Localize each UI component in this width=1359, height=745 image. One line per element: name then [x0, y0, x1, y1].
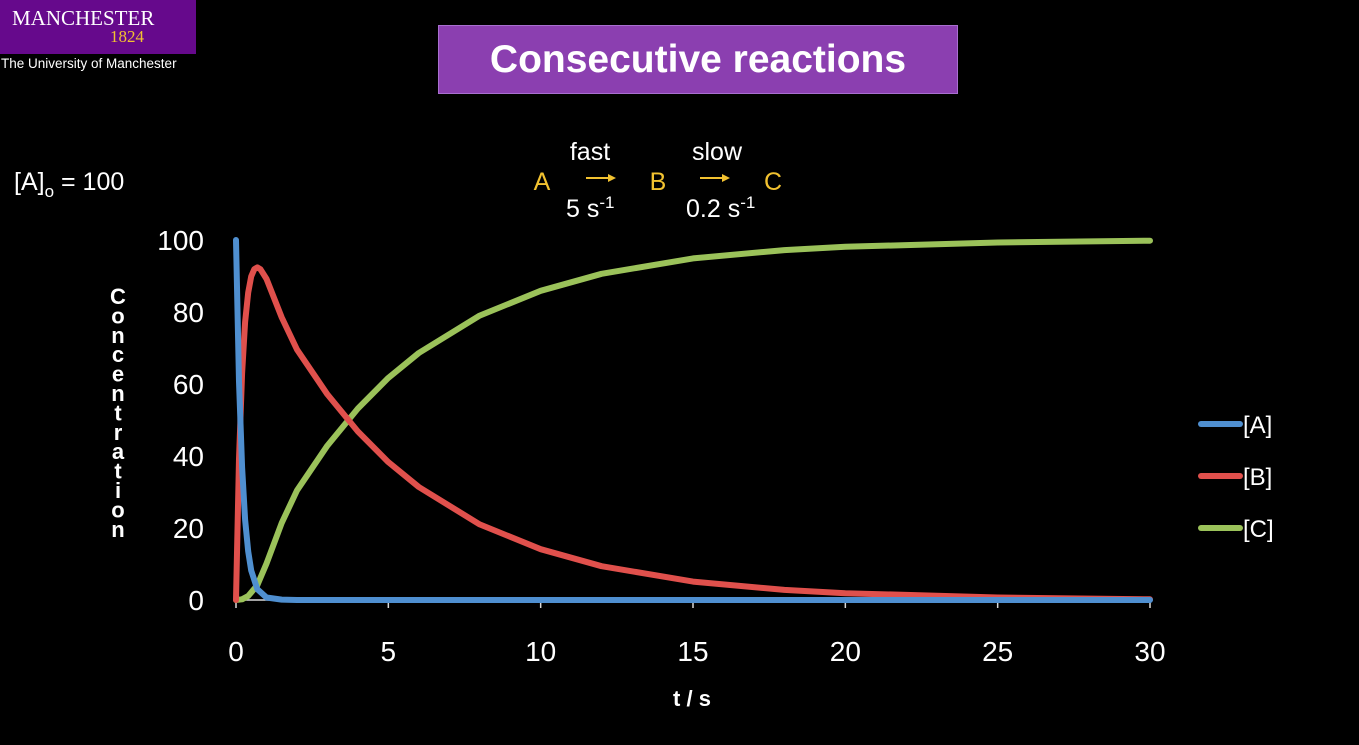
- step2-speed: slow: [692, 138, 743, 166]
- legend-label-a: [A]: [1243, 412, 1272, 439]
- series-line-a: [233, 237, 1153, 603]
- initial-condition: [A]o = 100: [14, 168, 124, 201]
- x-tick-label: 10: [525, 636, 556, 667]
- y-tick-label: 100: [157, 225, 204, 256]
- y-tick-label: 60: [173, 369, 204, 400]
- university-logo: MANCHESTER 1824: [0, 0, 196, 54]
- y-tick-labels: 0 20 40 60 80 100: [157, 225, 204, 616]
- x-tick-label: 5: [381, 636, 397, 667]
- series-line-c: [233, 237, 1153, 603]
- x-tick-label: 30: [1134, 636, 1165, 667]
- x-tick-label: 25: [982, 636, 1013, 667]
- logo-wordmark: MANCHESTER: [12, 6, 155, 30]
- x-axis-title: t / s: [673, 686, 711, 711]
- step1-rate: 5 s-1: [566, 193, 614, 223]
- x-tick-labels: 0 5 10 15 20 25 30: [228, 636, 1165, 667]
- logo-year: 1824: [110, 27, 144, 46]
- y-tick-label: 40: [173, 441, 204, 472]
- species-a: A: [534, 168, 551, 196]
- x-tick-label: 15: [677, 636, 708, 667]
- arrow-icon: [586, 174, 616, 182]
- series-lines: [233, 237, 1153, 603]
- y-tick-label: 20: [173, 513, 204, 544]
- y-tick-label: 80: [173, 297, 204, 328]
- slide-title-banner: Consecutive reactions: [438, 25, 958, 94]
- series-line-b: [233, 264, 1153, 603]
- step1-speed: fast: [570, 138, 610, 166]
- x-tick-label: 20: [830, 636, 861, 667]
- step2-rate: 0.2 s-1: [686, 193, 755, 223]
- x-tick-label: 0: [228, 636, 244, 667]
- reaction-scheme: A B C fast slow 5 s-1 0.2 s-1: [534, 138, 782, 223]
- legend-label-c: [C]: [1243, 516, 1274, 543]
- legend-label-b: [B]: [1243, 464, 1272, 491]
- legend: [A] [B] [C]: [1198, 412, 1274, 543]
- university-name: The University of Manchester: [1, 56, 177, 71]
- slide-title: Consecutive reactions: [489, 37, 907, 81]
- species-c: C: [764, 168, 782, 196]
- species-b: B: [650, 168, 667, 196]
- y-tick-label: 0: [188, 585, 204, 616]
- arrow-icon: [700, 174, 730, 182]
